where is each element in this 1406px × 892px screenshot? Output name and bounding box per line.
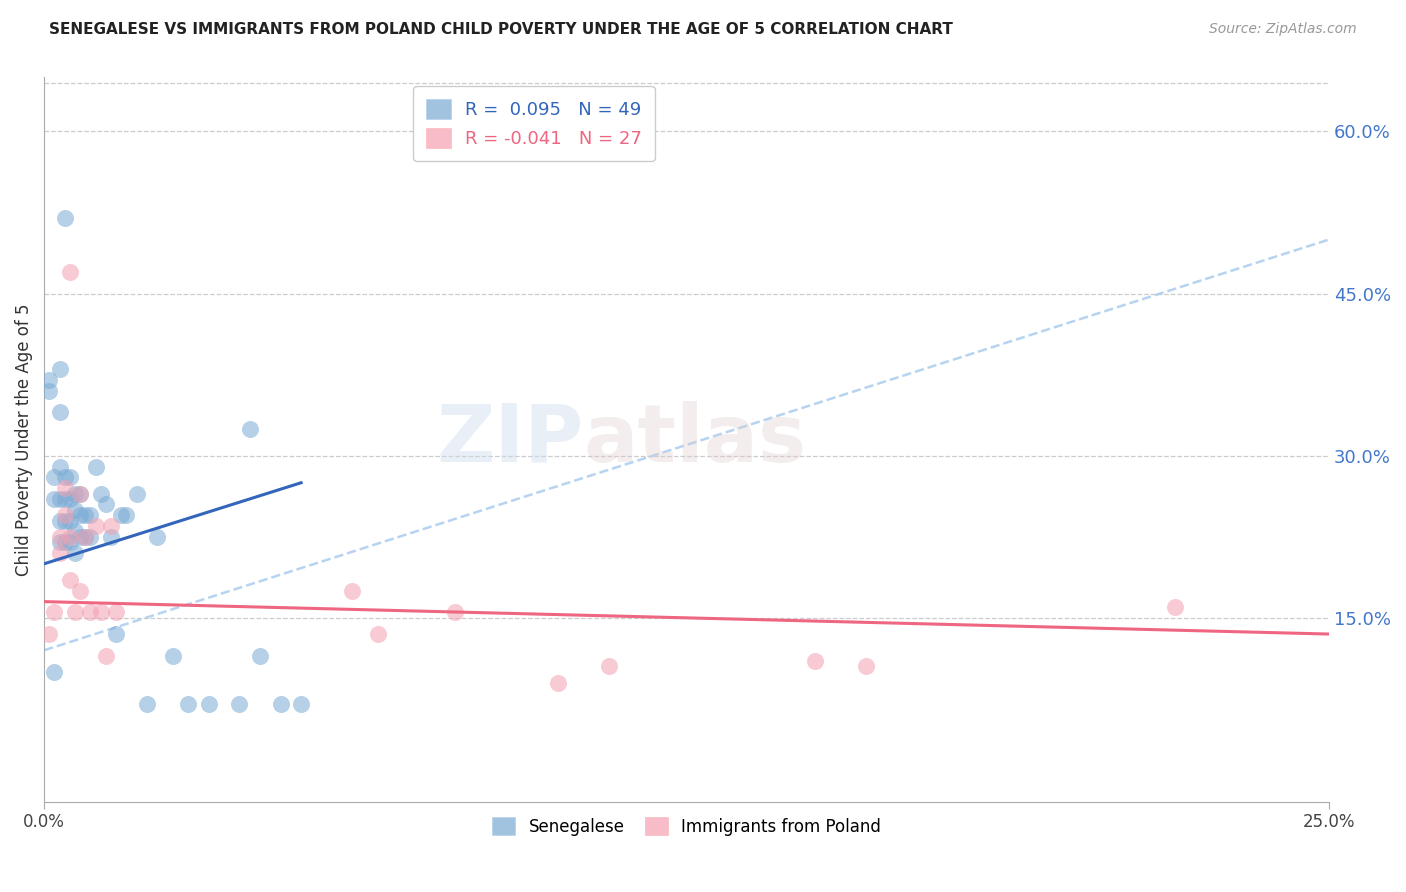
Point: [239, 422, 262, 436]
Point: [100, 519, 122, 533]
Point: [63, 546, 86, 560]
Point: [105, 606, 128, 620]
Point: [69, 530, 91, 544]
Point: [48, 491, 70, 506]
Point: [53, 491, 76, 506]
Point: [855, 659, 877, 673]
Point: [342, 583, 364, 598]
Point: [63, 486, 86, 500]
Point: [53, 508, 76, 523]
Point: [53, 470, 76, 484]
Point: [69, 508, 91, 523]
Point: [38, 384, 60, 398]
Point: [44, 665, 66, 679]
Point: [146, 530, 169, 544]
Text: ZIP: ZIP: [436, 401, 583, 478]
Point: [135, 698, 157, 712]
Point: [59, 514, 82, 528]
Point: [48, 459, 70, 474]
Point: [79, 530, 101, 544]
Text: atlas: atlas: [583, 401, 807, 478]
Point: [69, 583, 91, 598]
Point: [63, 606, 86, 620]
Point: [94, 648, 117, 663]
Point: [228, 698, 250, 712]
Point: [75, 530, 97, 544]
Text: SENEGALESE VS IMMIGRANTS FROM POLAND CHILD POVERTY UNDER THE AGE OF 5 CORRELATIO: SENEGALESE VS IMMIGRANTS FROM POLAND CHI…: [49, 22, 953, 37]
Point: [38, 373, 60, 387]
Point: [290, 698, 312, 712]
Point: [53, 481, 76, 495]
Point: [105, 627, 128, 641]
Point: [59, 535, 82, 549]
Point: [69, 486, 91, 500]
Point: [63, 524, 86, 539]
Point: [48, 530, 70, 544]
Point: [90, 486, 112, 500]
Point: [75, 530, 97, 544]
Point: [48, 546, 70, 560]
Point: [444, 606, 467, 620]
Point: [94, 497, 117, 511]
Point: [59, 470, 82, 484]
Point: [177, 698, 200, 712]
Point: [48, 535, 70, 549]
Legend: Senegalese, Immigrants from Poland: Senegalese, Immigrants from Poland: [484, 808, 890, 844]
Point: [125, 486, 148, 500]
Point: [59, 491, 82, 506]
Point: [115, 508, 138, 523]
Point: [53, 514, 76, 528]
Point: [38, 627, 60, 641]
Text: Source: ZipAtlas.com: Source: ZipAtlas.com: [1209, 22, 1357, 37]
Point: [75, 508, 97, 523]
Point: [367, 627, 389, 641]
Y-axis label: Child Poverty Under the Age of 5: Child Poverty Under the Age of 5: [15, 303, 32, 575]
Point: [48, 405, 70, 419]
Point: [48, 514, 70, 528]
Point: [598, 659, 620, 673]
Point: [69, 486, 91, 500]
Point: [48, 362, 70, 376]
Point: [197, 698, 219, 712]
Point: [84, 459, 107, 474]
Point: [79, 508, 101, 523]
Point: [270, 698, 292, 712]
Point: [1164, 600, 1187, 615]
Point: [44, 606, 66, 620]
Point: [162, 648, 184, 663]
Point: [53, 535, 76, 549]
Point: [100, 530, 122, 544]
Point: [44, 491, 66, 506]
Point: [110, 508, 132, 523]
Point: [63, 502, 86, 516]
Point: [547, 675, 569, 690]
Point: [53, 211, 76, 225]
Point: [84, 519, 107, 533]
Point: [44, 470, 66, 484]
Point: [59, 530, 82, 544]
Point: [59, 265, 82, 279]
Point: [90, 606, 112, 620]
Point: [59, 573, 82, 587]
Point: [804, 654, 827, 668]
Point: [79, 606, 101, 620]
Point: [249, 648, 271, 663]
